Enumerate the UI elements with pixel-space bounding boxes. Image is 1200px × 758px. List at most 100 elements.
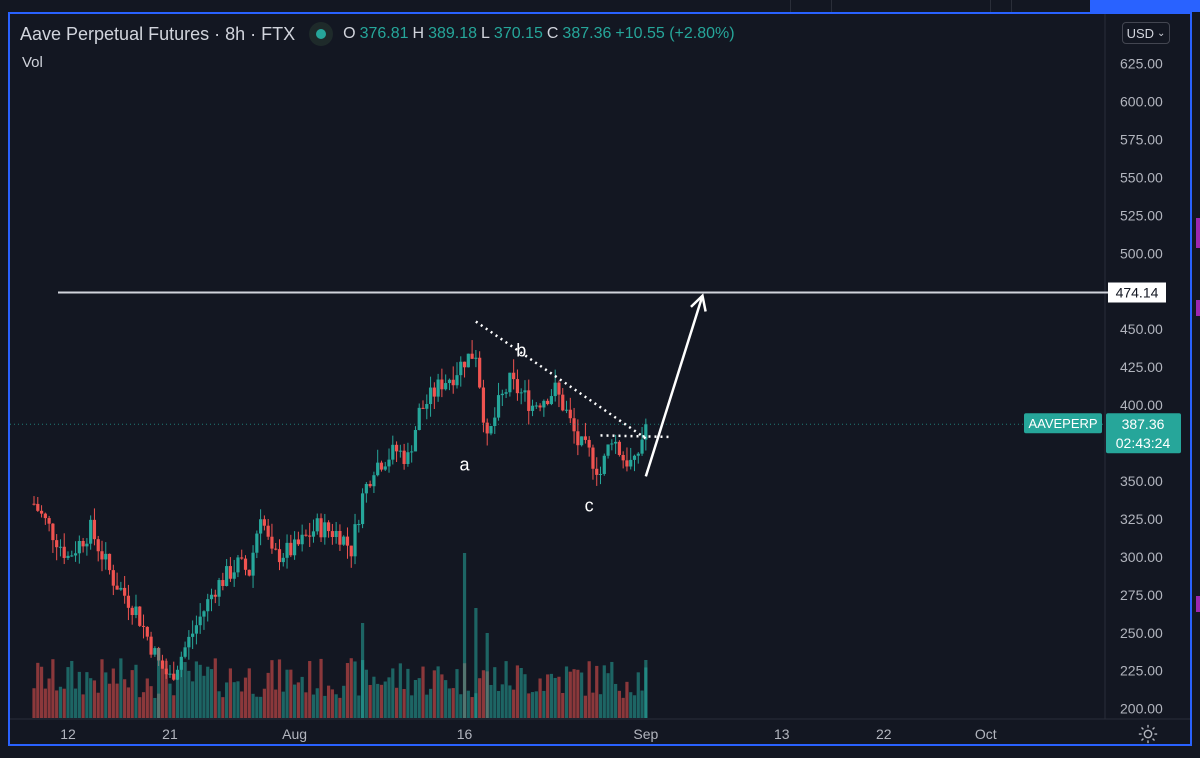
volume-bar bbox=[66, 667, 70, 718]
volume-bar bbox=[134, 664, 138, 718]
candle-body bbox=[394, 444, 399, 452]
volume-bar bbox=[564, 666, 569, 718]
volume-bar bbox=[255, 696, 259, 718]
candle-body bbox=[73, 553, 78, 556]
volume-bar bbox=[323, 695, 327, 718]
candle-body bbox=[504, 392, 508, 394]
candle-body bbox=[123, 587, 127, 596]
volume-bar bbox=[455, 669, 459, 718]
volume-bar bbox=[598, 694, 603, 718]
volume-bar bbox=[587, 661, 591, 718]
candle-body bbox=[300, 534, 304, 545]
candle-body bbox=[119, 587, 123, 590]
projection-arrow[interactable] bbox=[644, 295, 704, 477]
symbol-title[interactable]: Aave Perpetual Futures · 8h · FTX bbox=[20, 23, 296, 44]
candle-body bbox=[289, 542, 293, 556]
toolbar-highlight[interactable] bbox=[1090, 0, 1200, 12]
volume-bar bbox=[534, 691, 538, 718]
volume-bar bbox=[107, 683, 112, 718]
volume-bar bbox=[270, 660, 274, 718]
volume-bar bbox=[470, 697, 474, 718]
high-value: 389.18 bbox=[428, 25, 478, 42]
volume-bar bbox=[96, 692, 100, 718]
price-axis[interactable] bbox=[1105, 14, 1190, 744]
candle-body bbox=[198, 616, 202, 626]
volume-bar bbox=[466, 690, 470, 718]
volume-bar bbox=[644, 660, 648, 718]
candle-body bbox=[580, 436, 584, 446]
volume-bar bbox=[394, 687, 399, 718]
x-tick-label: Aug bbox=[282, 726, 307, 742]
volume-bar bbox=[175, 673, 180, 718]
volume-bar bbox=[451, 688, 455, 718]
y-tick-label: 625.00 bbox=[1120, 56, 1163, 72]
x-tick-label: 22 bbox=[876, 726, 892, 742]
low-label: L bbox=[481, 25, 490, 42]
volume-bar bbox=[595, 665, 599, 718]
volume-bar bbox=[632, 695, 637, 718]
candle-body bbox=[406, 452, 410, 464]
candle-body bbox=[191, 633, 195, 637]
volume-bar bbox=[568, 671, 572, 718]
candle-body bbox=[549, 396, 554, 405]
candle-body bbox=[542, 400, 546, 408]
level-price-label: 474.14 bbox=[1116, 285, 1159, 301]
candle-body bbox=[459, 361, 463, 376]
candle-body bbox=[470, 353, 474, 359]
candle-body bbox=[153, 648, 157, 655]
volume-bar bbox=[474, 608, 478, 718]
volume-bar bbox=[391, 668, 395, 718]
volume-indicator-label[interactable]: Vol bbox=[22, 54, 43, 71]
candle-body bbox=[561, 394, 565, 411]
volume-bar bbox=[126, 687, 131, 718]
volume-bar bbox=[138, 697, 142, 718]
volume-bar bbox=[149, 686, 153, 718]
level-price-tag bbox=[1108, 282, 1166, 303]
volume-bar bbox=[326, 685, 331, 718]
candle-body bbox=[587, 439, 591, 448]
candle-body bbox=[168, 673, 172, 675]
volume-bar bbox=[345, 663, 350, 718]
candle-body bbox=[425, 404, 429, 409]
candle-body bbox=[349, 545, 353, 557]
candle-body bbox=[126, 595, 131, 608]
candle-body bbox=[187, 636, 191, 648]
y-tick-label: 425.00 bbox=[1120, 359, 1163, 375]
open-value: 376.81 bbox=[359, 25, 409, 42]
candle-body bbox=[512, 372, 516, 380]
toolbar-tab[interactable] bbox=[790, 0, 832, 12]
volume-bar bbox=[262, 688, 266, 718]
candle-body bbox=[523, 390, 527, 393]
trendline-dotted[interactable] bbox=[475, 320, 647, 440]
x-tick-label: 21 bbox=[162, 726, 178, 742]
candle-body bbox=[364, 483, 368, 494]
volume-bar bbox=[610, 661, 614, 718]
currency-selector[interactable]: USD ⌄ bbox=[1122, 22, 1170, 44]
volume-bar bbox=[364, 669, 368, 718]
candle-body bbox=[353, 524, 357, 557]
candle-body bbox=[202, 611, 206, 617]
candle-body bbox=[266, 525, 270, 537]
gear-icon[interactable] bbox=[1137, 723, 1159, 745]
volume-bar bbox=[625, 681, 629, 718]
candle-body bbox=[595, 468, 599, 475]
candle-body bbox=[466, 353, 470, 368]
candle-body bbox=[32, 503, 36, 505]
candle-body bbox=[644, 424, 648, 440]
candle-body bbox=[92, 519, 97, 540]
price-chart[interactable]: 625.00 600.00 575.00 550.00 525.00 500.00 450.… bbox=[10, 14, 1190, 744]
volume-bar bbox=[266, 672, 270, 718]
volume-bar bbox=[447, 688, 452, 718]
candle-body bbox=[614, 441, 618, 444]
volume-bar bbox=[232, 682, 236, 718]
change-value: +10.55 (+2.80%) bbox=[615, 25, 735, 42]
volume-bar bbox=[213, 658, 217, 718]
candle-body bbox=[240, 557, 244, 559]
candle-body bbox=[58, 546, 63, 548]
toolbar-tab[interactable] bbox=[990, 0, 1012, 12]
volume-bar bbox=[617, 690, 621, 718]
y-tick-label: 225.00 bbox=[1120, 663, 1163, 679]
candle-body bbox=[342, 536, 346, 545]
candle-body bbox=[621, 454, 625, 461]
candle-body bbox=[598, 473, 603, 475]
